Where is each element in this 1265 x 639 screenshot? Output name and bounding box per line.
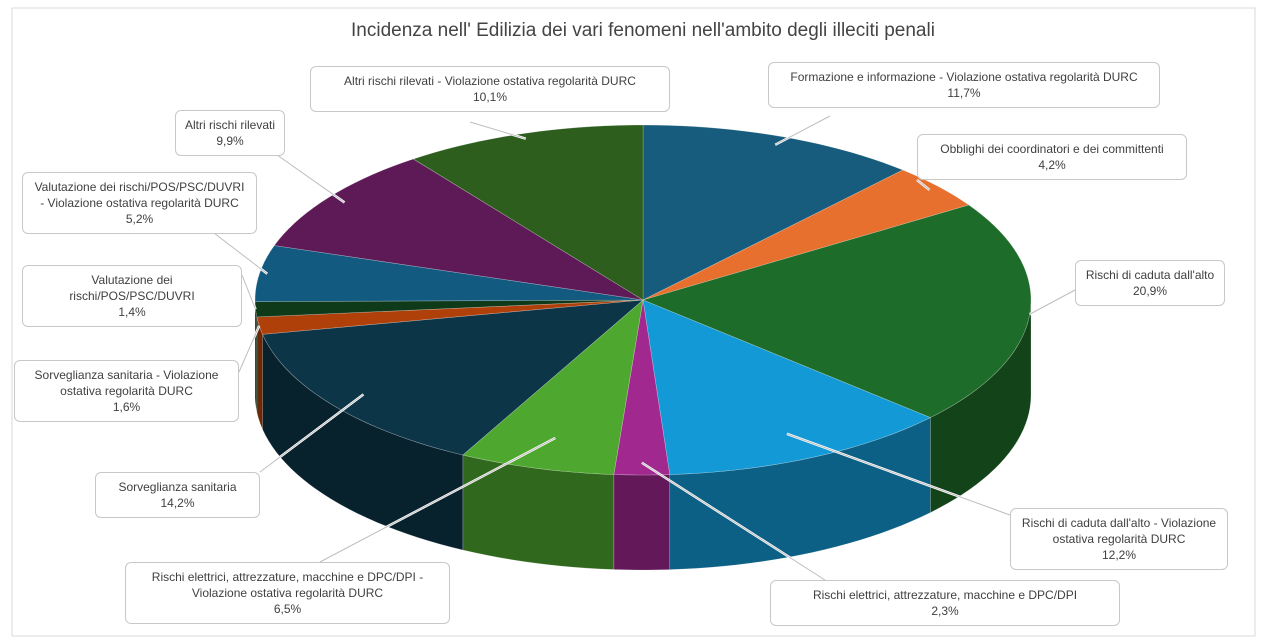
slice: [613, 299, 671, 476]
leader-line: [241, 274, 257, 310]
data-label: Sorveglianza sanitaria - Violazione osta…: [14, 360, 239, 422]
label-name: Rischi elettrici, attrezzature, macchine…: [151, 570, 424, 600]
label-name: Valutazione dei rischi/POS/PSC/DUVRI: [69, 273, 195, 303]
label-name: Sorveglianza sanitaria - Violazione osta…: [34, 368, 219, 398]
label-value: 2,3%: [931, 604, 959, 618]
label-value: 6,5%: [273, 602, 302, 616]
label-name: Rischi di caduta dall'alto: [1085, 268, 1215, 282]
label-value: 9,9%: [216, 134, 244, 148]
leader-line: [269, 149, 345, 203]
label-value: 10,1%: [472, 90, 508, 104]
chart-title: Incidenza nell' Edilizia dei vari fenome…: [351, 20, 935, 41]
slice-side: [256, 316, 263, 430]
leader-line: [774, 115, 831, 146]
data-label: Valutazione dei rischi/POS/PSC/DUVRI 1,4%: [22, 265, 242, 327]
label-name: Rischi di caduta dall'alto - Violazione …: [1021, 516, 1217, 546]
leader-line: [1029, 289, 1076, 315]
slice: [642, 169, 970, 301]
leader-line: [786, 433, 1011, 516]
label-name: Rischi elettrici, attrezzature, macchine…: [812, 588, 1078, 602]
label-value: 20,9%: [1132, 284, 1168, 298]
slice: [462, 299, 644, 475]
data-label: Altri rischi rilevati 9,9%: [175, 110, 285, 156]
label-name: Formazione e informazione - Violazione o…: [790, 70, 1138, 84]
slice: [642, 299, 932, 475]
label-value: 12,2%: [1101, 548, 1137, 562]
label-name: Obblighi dei coordinatori e dei committe…: [940, 142, 1164, 156]
data-label: Rischi di caduta dall'alto - Violazione …: [1010, 508, 1228, 570]
slice-side: [462, 454, 615, 570]
leader-line: [641, 462, 826, 581]
slice: [254, 245, 644, 302]
leader-line: [319, 437, 556, 563]
leader-line: [209, 229, 268, 275]
data-label: Rischi elettrici, attrezzature, macchine…: [770, 580, 1120, 626]
slice-side: [613, 474, 671, 571]
leader-line: [469, 121, 526, 140]
data-label: Sorveglianza sanitaria 14,2%: [95, 472, 260, 518]
label-value: 11,7%: [947, 86, 981, 100]
label-name: Altri rischi rilevati: [184, 118, 275, 132]
label-value: 5,2%: [125, 212, 154, 226]
slice: [642, 124, 904, 301]
data-label: Valutazione dei rischi/POS/PSC/DUVRI - V…: [22, 172, 257, 234]
label-value: 1,4%: [118, 305, 146, 319]
label-value: 1,6%: [112, 400, 141, 414]
data-label: Formazione e informazione - Violazione o…: [768, 62, 1160, 108]
data-label: Rischi di caduta dall'alto 20,9%: [1075, 260, 1225, 306]
leader-line: [238, 325, 260, 373]
slice: [642, 204, 1032, 418]
slice: [412, 124, 644, 301]
data-label: Rischi elettrici, attrezzature, macchine…: [125, 562, 450, 624]
leader-line: [916, 179, 930, 191]
slice: [262, 299, 644, 456]
slice: [273, 158, 644, 301]
leader-line: [259, 394, 364, 473]
data-label: Altri rischi rilevati - Violazione ostat…: [310, 66, 670, 112]
label-name: Sorveglianza sanitaria: [118, 480, 237, 494]
data-label: Obblighi dei coordinatori e dei committe…: [917, 134, 1187, 180]
label-name: Altri rischi rilevati - Violazione ostat…: [344, 74, 636, 88]
label-value: 4,2%: [1038, 158, 1066, 172]
label-value: 14,2%: [160, 496, 195, 510]
label-name: Valutazione dei rischi/POS/PSC/DUVRI - V…: [34, 180, 245, 210]
